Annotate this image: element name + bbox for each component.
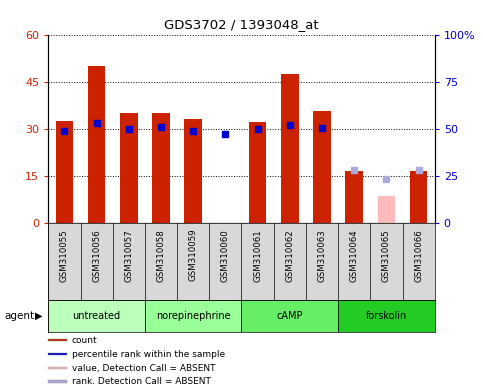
Point [189, 127, 197, 134]
Bar [185, 119, 202, 223]
Point [60, 127, 68, 134]
Bar [120, 113, 138, 223]
Text: GSM310061: GSM310061 [253, 229, 262, 281]
Text: GSM310065: GSM310065 [382, 229, 391, 281]
Bar [152, 113, 170, 223]
Text: norepinephrine: norepinephrine [156, 311, 230, 321]
Bar [378, 196, 395, 223]
Bar [313, 111, 331, 223]
Text: percentile rank within the sample: percentile rank within the sample [72, 350, 225, 359]
Bar [338, 300, 435, 332]
Text: ▶: ▶ [35, 311, 43, 321]
Bar [345, 171, 363, 223]
Bar [48, 353, 67, 356]
Point [318, 125, 326, 131]
Bar [48, 381, 67, 383]
Text: cAMP: cAMP [277, 311, 303, 321]
Point [157, 124, 165, 130]
Text: GSM310058: GSM310058 [156, 229, 166, 281]
Text: count: count [72, 336, 98, 345]
Point [415, 167, 423, 173]
Point [125, 126, 133, 132]
Point [350, 167, 358, 173]
Bar [48, 300, 145, 332]
Bar [56, 121, 73, 223]
Text: GSM310056: GSM310056 [92, 229, 101, 281]
Text: GSM310064: GSM310064 [350, 229, 359, 281]
Point [93, 120, 100, 126]
Bar [145, 300, 242, 332]
Bar [88, 66, 105, 223]
Bar [48, 339, 67, 341]
Text: GSM310066: GSM310066 [414, 229, 423, 281]
Title: GDS3702 / 1393048_at: GDS3702 / 1393048_at [164, 18, 319, 31]
Bar [249, 122, 267, 223]
Text: GSM310060: GSM310060 [221, 229, 230, 281]
Bar [242, 300, 338, 332]
Text: agent: agent [5, 311, 35, 321]
Text: GSM310055: GSM310055 [60, 229, 69, 281]
Bar [48, 367, 67, 369]
Text: GSM310059: GSM310059 [189, 229, 198, 281]
Text: rank, Detection Call = ABSENT: rank, Detection Call = ABSENT [72, 377, 211, 384]
Text: GSM310063: GSM310063 [317, 229, 327, 281]
Point [254, 126, 261, 132]
Text: untreated: untreated [72, 311, 121, 321]
Bar [410, 171, 427, 223]
Text: GSM310062: GSM310062 [285, 229, 294, 281]
Point [222, 131, 229, 137]
Point [383, 176, 390, 182]
Text: value, Detection Call = ABSENT: value, Detection Call = ABSENT [72, 364, 215, 373]
Point [286, 122, 294, 128]
Text: forskolin: forskolin [366, 311, 407, 321]
Text: GSM310057: GSM310057 [124, 229, 133, 281]
Bar [281, 74, 298, 223]
